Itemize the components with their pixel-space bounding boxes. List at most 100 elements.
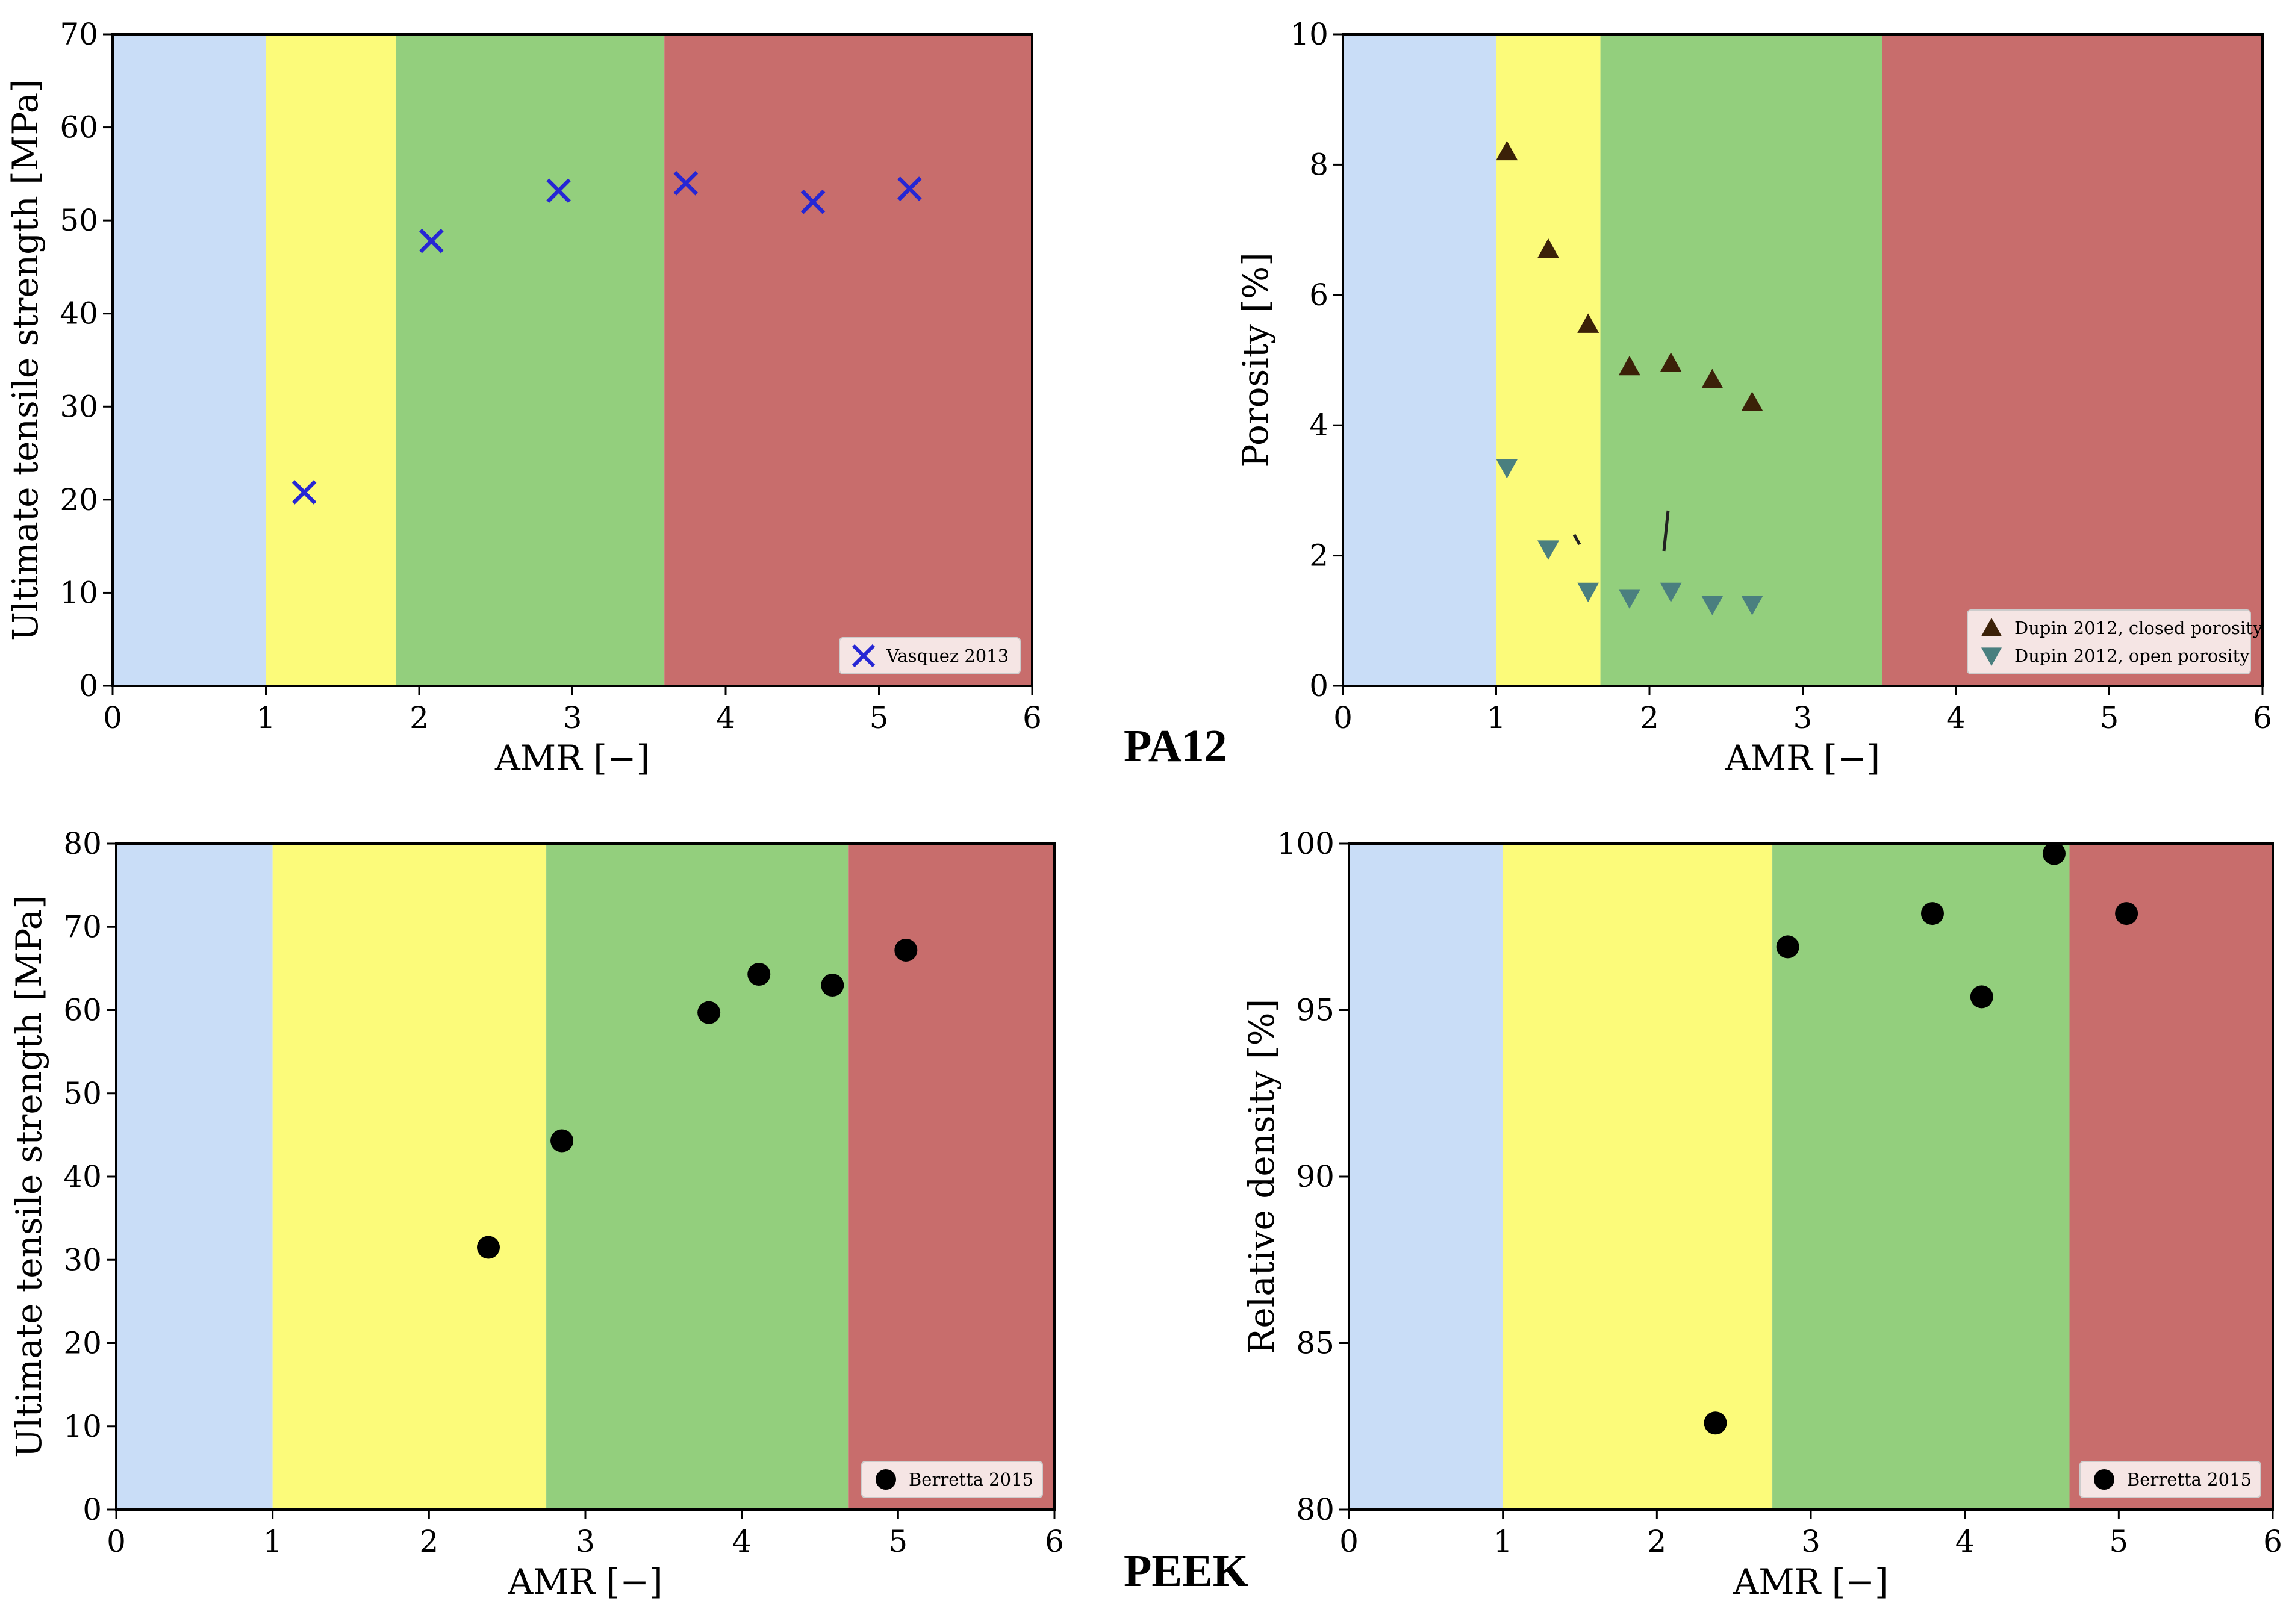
x-tick-label: 5 [888, 1524, 908, 1559]
data-point [1618, 589, 1640, 609]
legend-box [2079, 1461, 2261, 1498]
x-tick-label: 1 [257, 700, 276, 735]
region-band [272, 844, 547, 1510]
x-axis-label: AMR [−] [1733, 1561, 1888, 1602]
data-point [1618, 355, 1640, 376]
data-point [550, 1129, 574, 1153]
y-tick-label: 70 [63, 909, 102, 944]
region-band [1600, 34, 1882, 686]
x-tick-label: 2 [419, 1524, 438, 1559]
x-tick-label: 1 [1487, 700, 1506, 735]
data-point [477, 1236, 500, 1259]
chart-peek-density: 0 1 2 3 4 5 6 80 85 90 95 100 AMR [−] Relative densit… [1241, 826, 2282, 1602]
region-band [113, 34, 266, 686]
y-tick-label: 30 [63, 1242, 102, 1277]
x-tick-label: 3 [1801, 1524, 1820, 1559]
x-tick-label: 6 [1045, 1524, 1064, 1559]
y-tick-label: 70 [60, 17, 98, 52]
y-tick-label: 50 [63, 1076, 102, 1111]
region-band [1772, 844, 2070, 1510]
y-tick-label: 2 [1309, 538, 1328, 573]
data-point [1776, 935, 1799, 959]
x-tick-label: 5 [870, 700, 889, 735]
x-tick-label: 4 [1955, 1524, 1975, 1559]
y-tick-label: 6 [1309, 278, 1328, 313]
y-tick-label: 0 [79, 668, 98, 703]
y-tick-label: 0 [1309, 668, 1328, 703]
legend-label: Dupin 2012, closed porosity [2014, 618, 2263, 638]
data-point [1537, 238, 1560, 258]
data-point [876, 1469, 896, 1490]
region-band [1503, 844, 1773, 1510]
chart-pa12-porosity: 0 1 2 3 4 5 6 0 2 4 6 8 10 AMR [−] Porosity [%] Dupin 2… [1235, 17, 2272, 779]
data-point [894, 938, 918, 962]
x-axis-label: AMR [−] [494, 738, 650, 779]
y-tick-label: 60 [60, 110, 98, 145]
data-point [1660, 352, 1682, 372]
x-tick-label: 0 [103, 700, 122, 735]
region-band [546, 844, 849, 1510]
x-axis-label: AMR [−] [1725, 738, 1880, 779]
legend-box [861, 1461, 1043, 1498]
data-point-stroke [897, 176, 922, 201]
stray-mark [1662, 510, 1670, 552]
y-tick-label: 20 [60, 482, 98, 517]
x-tick-label: 1 [263, 1524, 282, 1559]
x-tick-label: 0 [107, 1524, 126, 1559]
data-point-stroke [291, 480, 317, 505]
data-point [1537, 540, 1560, 560]
region-band [664, 34, 1032, 686]
data-point [1741, 391, 1763, 411]
y-tick-label: 40 [63, 1159, 102, 1194]
y-tick-label: 85 [1296, 1326, 1334, 1361]
y-tick-label: 80 [1296, 1492, 1334, 1527]
legend-label: Dupin 2012, open porosity [2014, 646, 2250, 666]
y-axis-label: Porosity [%] [1235, 252, 1276, 467]
x-tick-label: 4 [1946, 700, 1966, 735]
x-tick-label: 5 [2100, 700, 2119, 735]
data-point [419, 228, 444, 254]
data-point [2094, 1469, 2114, 1490]
data-point [1920, 902, 1944, 926]
stray-mark [1572, 534, 1581, 546]
data-point [1577, 313, 1599, 333]
data-point [291, 480, 317, 505]
data-point [1970, 985, 1993, 1009]
x-tick-label: 6 [2263, 1524, 2282, 1559]
y-tick-label: 4 [1309, 408, 1328, 443]
data-point [697, 1001, 721, 1024]
data-point [2042, 842, 2066, 865]
region-band [396, 34, 665, 686]
x-tick-label: 3 [563, 700, 582, 735]
y-tick-label: 10 [63, 1409, 102, 1444]
region-band [1882, 34, 2262, 686]
data-point-stroke [673, 171, 699, 196]
data-point [1577, 582, 1599, 603]
data-point [1981, 618, 2002, 636]
data-point [673, 171, 699, 196]
region-band [2069, 844, 2273, 1510]
legend-label: Berretta 2015 [2127, 1469, 2252, 1490]
legend-label: Vasquez 2013 [886, 646, 1009, 666]
y-tick-label: 90 [1296, 1159, 1334, 1194]
x-tick-label: 2 [1647, 1524, 1666, 1559]
data-point [546, 178, 571, 203]
x-tick-label: 0 [1339, 1524, 1359, 1559]
y-tick-label: 20 [63, 1326, 102, 1361]
x-tick-label: 2 [410, 700, 429, 735]
y-tick-label: 30 [60, 389, 98, 424]
data-point [1741, 596, 1763, 615]
x-tick-label: 4 [732, 1524, 752, 1559]
data-point-stroke [800, 189, 826, 214]
y-tick-label: 50 [60, 203, 98, 238]
x-tick-label: 3 [1793, 700, 1813, 735]
data-point [1704, 1411, 1727, 1435]
y-tick-label: 100 [1277, 826, 1334, 861]
region-band [266, 34, 396, 686]
y-axis-label: Ultimate tensile strength [MPa] [5, 79, 46, 641]
data-point [800, 189, 826, 214]
data-point-stroke [419, 228, 444, 254]
y-axis-label: Ultimate tensile strength [MPa] [8, 895, 49, 1458]
